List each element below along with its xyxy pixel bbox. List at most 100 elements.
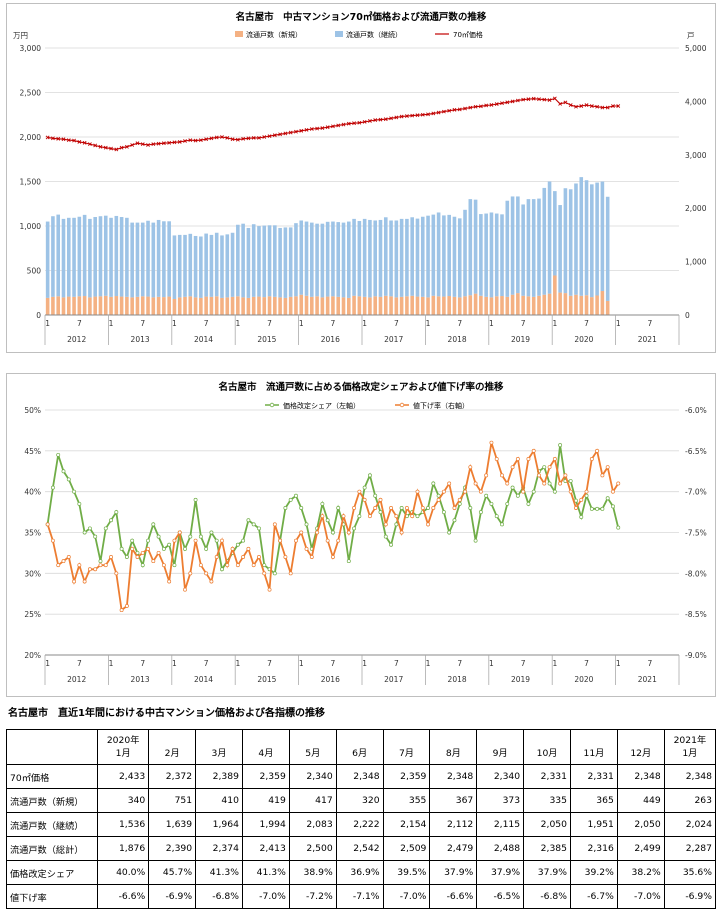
cut-point [341, 514, 346, 519]
bar-new [542, 294, 547, 315]
bar-new [574, 294, 578, 315]
x-month-tick: 7 [457, 659, 462, 668]
bar-cont [563, 188, 568, 294]
x-month-tick: 7 [204, 659, 209, 668]
bar-cont [93, 217, 97, 297]
bar-cont [294, 223, 298, 297]
table-cell: -7.0% [616, 884, 665, 909]
table-cell: 2,115 [476, 812, 525, 837]
bar-new [547, 293, 552, 315]
cut-point [494, 457, 499, 461]
share-point [77, 501, 82, 506]
cut-point [595, 448, 600, 453]
y-right-tick: 5,000 [685, 44, 707, 53]
price-point [457, 107, 462, 112]
price-point [574, 104, 578, 109]
x-month-tick: 1 [489, 319, 494, 328]
bar-cont [442, 215, 446, 297]
bar-cont [500, 214, 504, 297]
cut-point [600, 473, 605, 478]
table-col-header: 7月 [382, 729, 431, 765]
price-point [320, 126, 325, 131]
price-point [389, 116, 393, 121]
cut-point [61, 559, 66, 564]
x-month-tick: 7 [331, 659, 336, 668]
col-month: 3月 [211, 748, 227, 759]
price-point [521, 97, 526, 102]
col-year: 2021年 [673, 735, 707, 746]
bar-new [294, 296, 298, 315]
table-cell: 1,951 [569, 812, 618, 837]
bar-cont [236, 224, 240, 297]
share-point [56, 452, 61, 457]
share-point [489, 501, 494, 506]
bar-new [436, 296, 441, 315]
share-point [257, 526, 261, 531]
bar-new [362, 296, 367, 315]
bar-new [172, 298, 177, 315]
table-col-header: 9月 [476, 729, 525, 765]
bar-new [77, 296, 82, 315]
bar-cont [66, 217, 71, 297]
cut-point [93, 567, 98, 572]
bar-cont [336, 222, 341, 297]
price-point [473, 104, 478, 109]
bar-new [325, 296, 330, 315]
cut-point [315, 530, 320, 535]
bar-cont [484, 213, 488, 297]
bar-cont [177, 234, 182, 298]
bar-new [204, 296, 208, 315]
table-cell: 1,994 [241, 812, 290, 837]
price-point [294, 129, 298, 134]
share-point [426, 506, 430, 510]
cut-point [135, 555, 140, 559]
cut-point [130, 546, 135, 551]
bar-new [489, 297, 494, 315]
cut-point [505, 481, 510, 486]
share-point [161, 546, 166, 551]
x-month-tick: 7 [394, 659, 399, 668]
col-month: 6月 [352, 748, 368, 759]
price-point [204, 137, 209, 142]
table-cell: 38.9% [288, 860, 337, 885]
table-cell: 2,374 [195, 836, 243, 861]
cut-point [225, 563, 230, 568]
x-year-label: 2016 [321, 335, 340, 344]
table-cell: 2,433 [96, 764, 150, 789]
cut-point [441, 489, 446, 494]
bar-new [447, 296, 451, 315]
share-point [103, 526, 108, 531]
price-point [241, 136, 246, 141]
y-left-tick: 25% [24, 610, 41, 619]
price-point [584, 103, 589, 107]
price-point [568, 103, 573, 107]
price-point [146, 143, 150, 147]
price-point [336, 123, 341, 128]
table-cell: 2,413 [241, 836, 290, 861]
table-cell: 2,389 [195, 764, 243, 789]
table-cell: 335 [523, 788, 571, 813]
share-point [283, 506, 288, 510]
bar-cont [151, 222, 156, 298]
chart-revision-share: 名古屋市 流通戸数に占める価格改定シェアおよび値下げ率の推移 20% 25% 30% 3… [6, 373, 716, 697]
share-point [299, 506, 304, 510]
share-point [193, 497, 198, 502]
share-point [93, 534, 98, 539]
share-point [542, 465, 547, 470]
bar-new [209, 296, 214, 315]
table-col-header: 10月 [523, 729, 571, 765]
bar-new [93, 296, 97, 315]
price-point [494, 102, 499, 106]
col-year [152, 734, 192, 747]
cut-point [109, 555, 113, 559]
bar-cont [56, 214, 61, 297]
share-point [478, 510, 483, 515]
bar-cont [574, 183, 578, 295]
price-point [288, 130, 293, 135]
share-point [209, 530, 214, 535]
price-point [299, 128, 304, 133]
bar-new [420, 296, 425, 315]
bar-new [563, 293, 568, 315]
table-cell: 2,348 [335, 764, 384, 789]
share-point [87, 526, 92, 531]
